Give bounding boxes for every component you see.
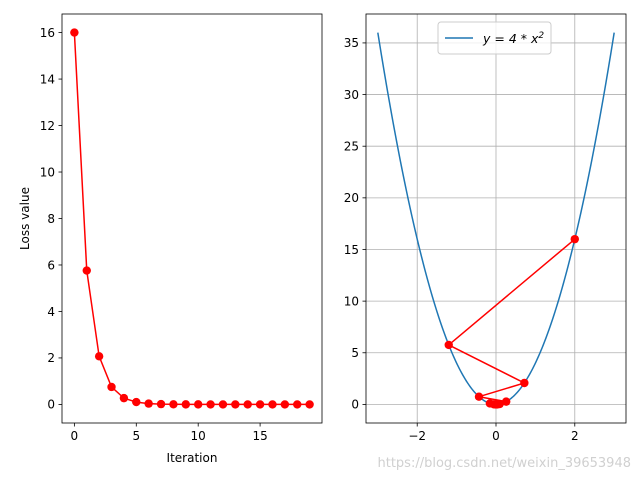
y-tick-label: 6 bbox=[47, 258, 55, 272]
y-tick-label: 10 bbox=[40, 165, 55, 179]
y-tick-label: 4 bbox=[47, 305, 55, 319]
data-point bbox=[231, 400, 240, 409]
loss-plot-panel: 0 5 10 15 0 2 4 6 8 10 12 14 16 Iteration Loss valu… bbox=[18, 13, 323, 465]
legend-entry-main: y = 4 * x bbox=[482, 31, 539, 46]
loss-series-line bbox=[73, 32, 310, 406]
legend-entry-superscript: 2 bbox=[538, 31, 544, 41]
x-tick-label: 2 bbox=[571, 429, 579, 443]
x-tick-label: 5 bbox=[132, 429, 140, 443]
descent-path-points bbox=[444, 234, 579, 409]
y-tick-label: 35 bbox=[344, 36, 359, 50]
y-tick-label: 20 bbox=[344, 191, 359, 205]
descent-path-line bbox=[447, 238, 576, 406]
data-point bbox=[94, 352, 104, 361]
y-tick-label: 5 bbox=[351, 346, 359, 360]
parabola-plot-grid bbox=[366, 14, 626, 423]
data-point bbox=[293, 400, 302, 409]
data-point bbox=[502, 397, 511, 406]
y-tick-label: 12 bbox=[40, 119, 55, 133]
y-tick-label: 2 bbox=[47, 351, 55, 365]
y-tick-label: 0 bbox=[47, 398, 55, 412]
data-point bbox=[243, 400, 252, 409]
data-point bbox=[193, 400, 203, 409]
watermark-text: https://blog.csdn.net/weixin_39653948 bbox=[377, 456, 631, 471]
data-point bbox=[280, 400, 290, 409]
data-point bbox=[107, 382, 116, 392]
data-point bbox=[82, 266, 91, 275]
y-tick-label: 30 bbox=[344, 88, 359, 102]
y-tick-label: 16 bbox=[40, 26, 55, 40]
y-tick-label: 8 bbox=[47, 212, 55, 226]
loss-plot-y-ticks: 0 2 4 6 8 10 12 14 16 bbox=[40, 26, 62, 412]
data-point bbox=[492, 400, 501, 409]
loss-plot-y-axis-label: Loss value bbox=[18, 187, 32, 250]
x-tick-label: 10 bbox=[191, 429, 206, 443]
data-point bbox=[132, 397, 141, 407]
loss-plot-x-ticks: 0 5 10 15 bbox=[71, 423, 268, 443]
y-tick-label: 14 bbox=[40, 72, 55, 86]
y-tick-label: 10 bbox=[344, 294, 359, 308]
x-tick-label: 0 bbox=[71, 429, 79, 443]
data-point bbox=[169, 400, 178, 409]
data-point bbox=[144, 399, 153, 408]
data-point bbox=[181, 400, 191, 409]
data-point bbox=[305, 400, 314, 409]
y-tick-label: 0 bbox=[351, 398, 359, 412]
x-tick-label: −2 bbox=[408, 429, 426, 443]
data-point bbox=[520, 378, 529, 388]
data-point bbox=[206, 400, 215, 409]
y-tick-label: 15 bbox=[344, 243, 359, 257]
data-point bbox=[218, 400, 228, 409]
parabola-plot-y-ticks: 0 5 10 15 20 25 30 35 bbox=[344, 36, 366, 412]
legend-box bbox=[437, 21, 552, 55]
data-point bbox=[444, 340, 453, 350]
data-point bbox=[268, 400, 277, 409]
loss-plot-x-axis-label: Iteration bbox=[167, 451, 218, 465]
y-tick-label: 25 bbox=[344, 140, 359, 154]
legend-entry-label: y = 4 * x2 bbox=[482, 31, 544, 46]
legend: y = 4 * x2 bbox=[437, 21, 552, 55]
data-point bbox=[255, 400, 265, 409]
data-point bbox=[70, 28, 79, 37]
loss-series-points bbox=[70, 28, 314, 409]
x-tick-label: 15 bbox=[252, 429, 267, 443]
data-point bbox=[570, 234, 579, 244]
data-point bbox=[474, 392, 484, 401]
x-tick-label: 0 bbox=[492, 429, 500, 443]
data-point bbox=[119, 393, 129, 403]
parabola-plot-x-ticks: −2 0 2 bbox=[408, 423, 579, 443]
data-point bbox=[156, 399, 166, 409]
